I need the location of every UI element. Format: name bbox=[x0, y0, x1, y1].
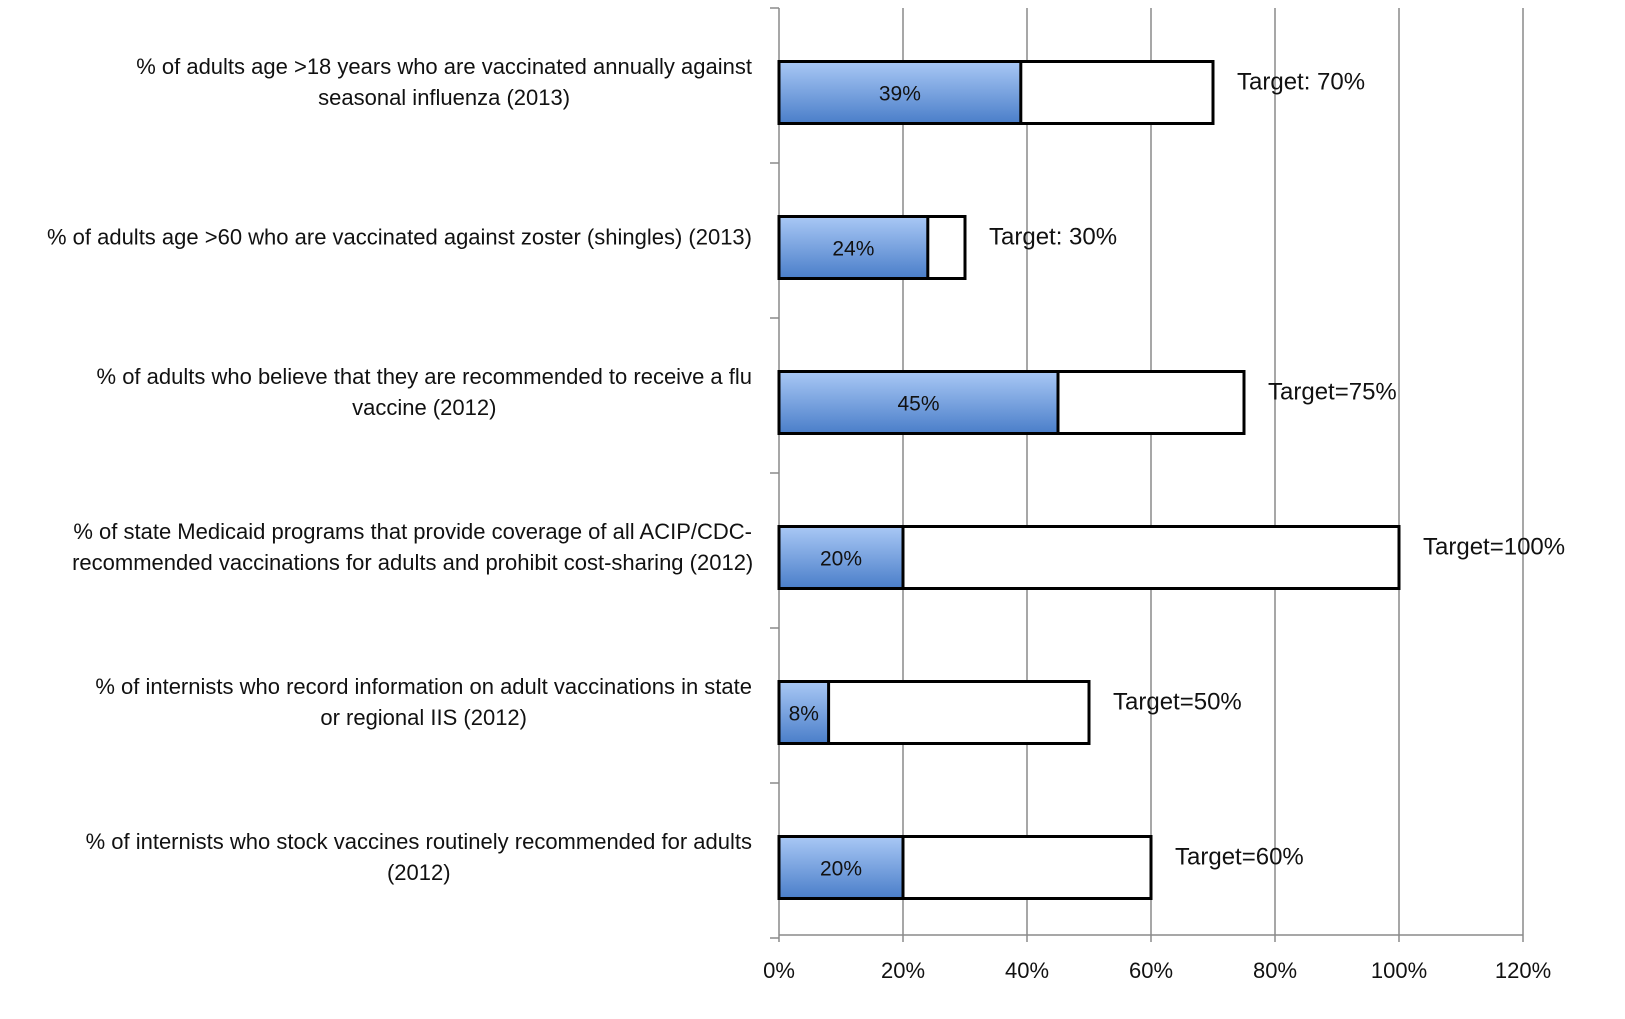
category-label: vaccine (2012) bbox=[352, 395, 496, 420]
value-label: 8% bbox=[789, 703, 819, 726]
value-label: 20% bbox=[820, 858, 862, 881]
category-label: (2012) bbox=[387, 860, 451, 885]
category-label: % of internists who stock vaccines routi… bbox=[86, 829, 752, 854]
target-label: Target=60% bbox=[1175, 844, 1304, 871]
category-label: % of adults age >60 who are vaccinated a… bbox=[47, 225, 752, 250]
category-label: recommended vaccinations for adults and … bbox=[72, 550, 753, 575]
category-label: seasonal influenza (2013) bbox=[318, 85, 570, 110]
value-bar bbox=[777, 525, 905, 590]
x-tick-label: 100% bbox=[1371, 958, 1427, 983]
bars bbox=[777, 60, 1401, 900]
value-bar bbox=[777, 680, 831, 745]
category-label: % of adults who believe that they are re… bbox=[97, 364, 752, 389]
x-tick-label: 40% bbox=[1005, 958, 1049, 983]
category-label: % of internists who record information o… bbox=[95, 674, 752, 699]
value-bar bbox=[777, 215, 930, 280]
category-label: % of state Medicaid programs that provid… bbox=[73, 519, 752, 544]
x-tick-label: 120% bbox=[1495, 958, 1551, 983]
category-label: % of adults age >18 years who are vaccin… bbox=[136, 54, 752, 79]
value-label: 20% bbox=[820, 548, 862, 571]
value-label: 39% bbox=[879, 83, 921, 106]
value-bar bbox=[777, 60, 1023, 125]
value-label: 45% bbox=[897, 393, 939, 416]
x-tick-label: 0% bbox=[763, 958, 795, 983]
value-bar bbox=[777, 835, 905, 900]
target-label: Target=75% bbox=[1268, 379, 1397, 406]
gridlines bbox=[902, 8, 1524, 935]
target-label: Target: 70% bbox=[1237, 69, 1365, 96]
labels: 39% Target: 70% % of adults age >18 years … bbox=[47, 54, 1565, 885]
target-label: Target: 30% bbox=[989, 224, 1117, 251]
category-label: or regional IIS (2012) bbox=[320, 705, 527, 730]
x-tick-label: 60% bbox=[1129, 958, 1173, 983]
target-label: Target=100% bbox=[1423, 534, 1565, 561]
value-label: 24% bbox=[832, 238, 874, 261]
x-tick-label: 80% bbox=[1253, 958, 1297, 983]
value-bar bbox=[777, 370, 1060, 435]
x-tick-label: 20% bbox=[881, 958, 925, 983]
target-bar bbox=[777, 680, 1091, 745]
axes: 0% 20% 40% 60% 80% 100% 120% bbox=[763, 7, 1551, 983]
target-label: Target=50% bbox=[1113, 689, 1242, 716]
